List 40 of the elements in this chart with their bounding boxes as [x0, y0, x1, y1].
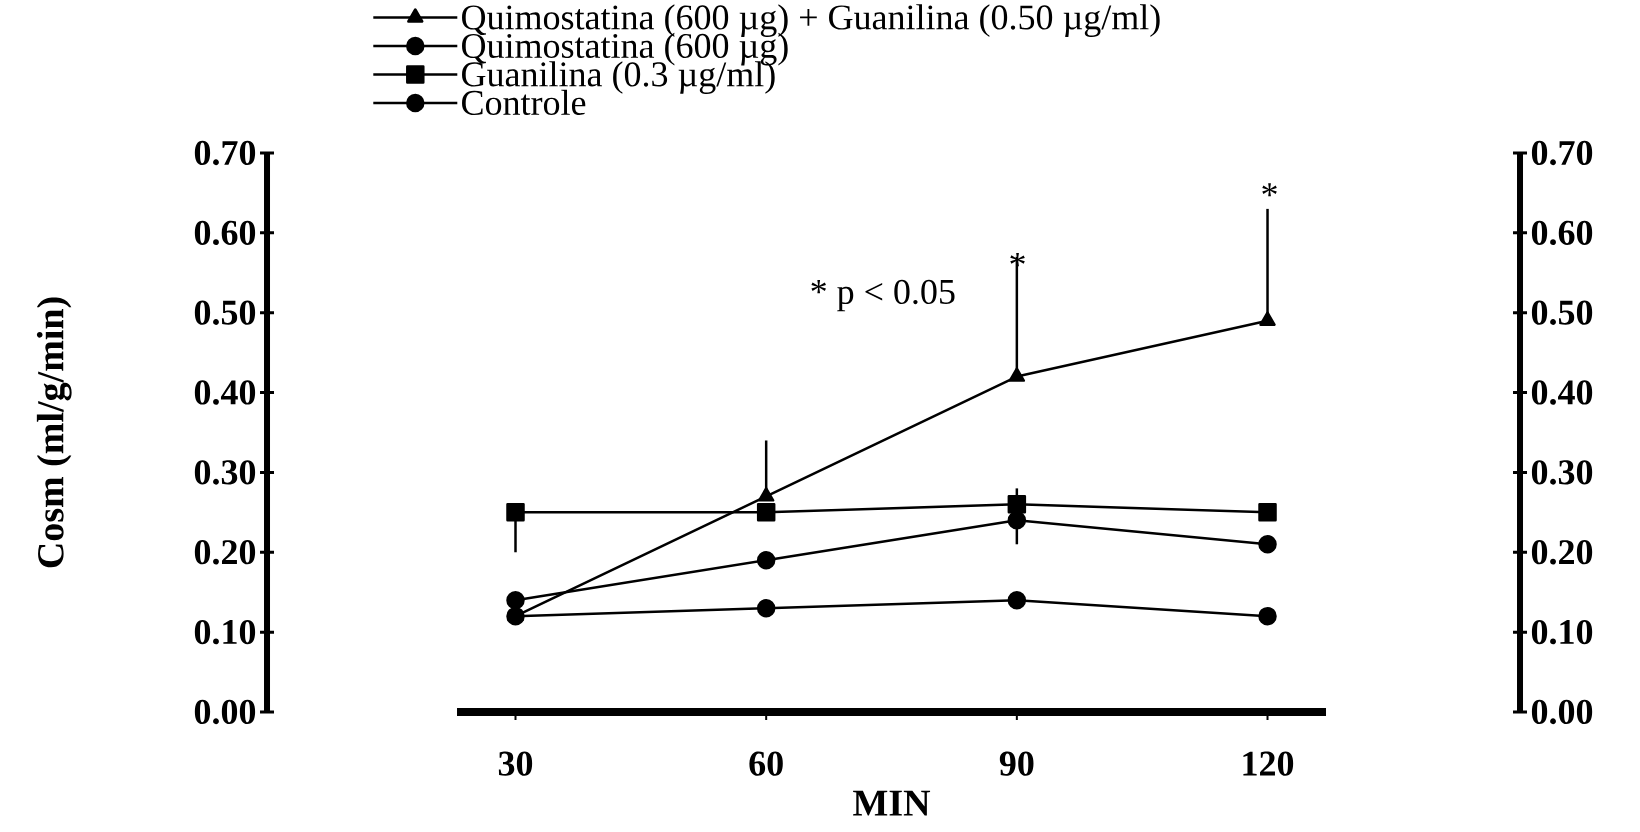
y-tick-label: 0.70	[194, 140, 256, 166]
y-tick-label: 0.50	[194, 300, 256, 325]
point	[1008, 367, 1026, 382]
point	[506, 503, 525, 522]
point	[1007, 590, 1027, 610]
x-tick-label: 120	[1243, 751, 1294, 776]
y2-tick-label: 0.20	[1531, 540, 1593, 565]
y-tick-label: 0.20	[194, 540, 256, 565]
point	[1258, 606, 1277, 626]
y2-tick-label: 0.50	[1531, 300, 1593, 325]
point	[758, 487, 775, 502]
point	[1258, 535, 1277, 554]
x-tick-label: 90	[999, 751, 1034, 776]
annotation: * p < 0.05	[811, 279, 955, 312]
point	[756, 503, 776, 522]
point	[506, 590, 525, 610]
legend-label: Controle	[462, 89, 586, 116]
point	[1007, 495, 1027, 514]
y2-tick-label: 0.40	[1531, 380, 1593, 405]
y-axis-title: Cosm (ml/g/min)	[36, 297, 72, 568]
y2-tick-label: 0.30	[1531, 460, 1593, 485]
point	[756, 551, 776, 570]
x-axis-title: MIN	[853, 790, 931, 816]
point	[506, 606, 525, 626]
x-tick-label: 60	[749, 751, 783, 776]
y-tick-label: 0.10	[194, 619, 256, 645]
y-tick-label: 0.30	[194, 460, 256, 485]
y-tick-label: 0.60	[194, 220, 256, 246]
annotation: *	[1262, 183, 1277, 197]
point	[1007, 511, 1027, 530]
y2-tick-label: 0.10	[1531, 619, 1593, 645]
y2-tick-label: 0.60	[1531, 220, 1593, 246]
x-tick-label: 30	[498, 751, 533, 776]
y-tick-label: 0.40	[194, 380, 256, 405]
y2-tick-label: 0.00	[1531, 699, 1593, 725]
y2-tick-label: 0.70	[1531, 140, 1593, 166]
point	[1259, 311, 1276, 326]
y-tick-label: 0.00	[194, 699, 256, 725]
point	[1258, 503, 1277, 522]
point	[756, 598, 776, 618]
